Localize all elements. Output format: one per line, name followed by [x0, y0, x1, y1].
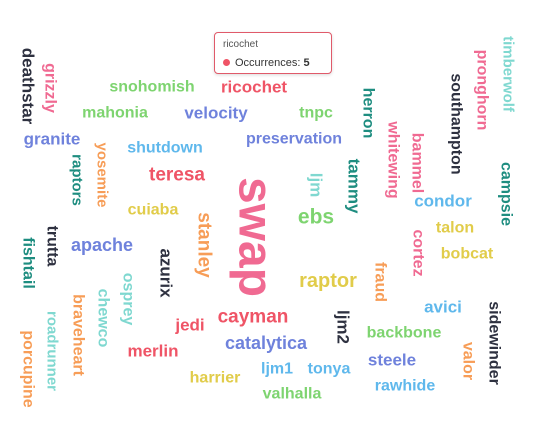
word-mahonia[interactable]: mahonia — [82, 105, 148, 122]
word-tnpc[interactable]: tnpc — [299, 105, 333, 122]
word-yosemite[interactable]: yosemite — [94, 142, 111, 207]
word-steele[interactable]: steele — [368, 351, 416, 370]
word-ricochet[interactable]: ricochet — [221, 78, 287, 97]
word-rawhide[interactable]: rawhide — [375, 378, 436, 395]
word-ebs[interactable]: ebs — [298, 206, 334, 229]
word-azurix[interactable]: azurix — [157, 248, 176, 298]
word-fraud[interactable]: fraud — [372, 262, 389, 302]
word-ljm2[interactable]: ljm2 — [334, 310, 353, 344]
word-shutdown[interactable]: shutdown — [127, 140, 203, 157]
word-bammel[interactable]: bammel — [409, 133, 426, 193]
word-velocity[interactable]: velocity — [184, 104, 248, 123]
word-apache[interactable]: apache — [71, 235, 133, 255]
word-merlin[interactable]: merlin — [127, 342, 178, 361]
word-swap[interactable]: swap — [229, 177, 282, 297]
tooltip-row: Occurrences: 5 — [223, 55, 323, 71]
word-teresa[interactable]: teresa — [149, 165, 205, 186]
word-preservation[interactable]: preservation — [246, 131, 342, 148]
tooltip-title: ricochet — [223, 39, 259, 50]
word-condor[interactable]: condor — [414, 192, 472, 211]
word-cayman[interactable]: cayman — [218, 307, 289, 328]
word-snohomish[interactable]: snohomish — [109, 79, 194, 96]
tooltip-color-dot — [223, 59, 230, 66]
word-braveheart[interactable]: braveheart — [70, 294, 87, 376]
tooltip: ricochet Occurrences: 5 — [214, 32, 332, 74]
word-avici[interactable]: avici — [424, 298, 462, 317]
word-talon[interactable]: talon — [436, 220, 474, 237]
word-timberwolf[interactable]: timberwolf — [500, 36, 517, 113]
word-pronghorn[interactable]: pronghorn — [474, 50, 491, 131]
word-herron[interactable]: herron — [360, 88, 377, 139]
word-stanley[interactable]: stanley — [194, 212, 215, 278]
word-catalytica[interactable]: catalytica — [225, 333, 308, 353]
word-valor[interactable]: valor — [460, 342, 477, 380]
word-campsie[interactable]: campsie — [498, 162, 515, 226]
word-osprey[interactable]: osprey — [120, 273, 137, 326]
word-chewco[interactable]: chewco — [95, 289, 112, 348]
word-trutta[interactable]: trutta — [44, 226, 61, 267]
word-cuiaba[interactable]: cuiaba — [128, 202, 179, 219]
word-roadrunner[interactable]: roadrunner — [44, 311, 61, 391]
word-fishtail[interactable]: fishtail — [20, 237, 37, 289]
word-backbone[interactable]: backbone — [367, 325, 442, 342]
word-deathstar[interactable]: deathstar — [19, 48, 38, 125]
word-porcupine[interactable]: porcupine — [20, 330, 37, 407]
word-cortez[interactable]: cortez — [410, 229, 427, 276]
tooltip-label: Occurrences: — [235, 57, 301, 69]
word-tonya[interactable]: tonya — [308, 361, 351, 378]
word-ljm[interactable]: ljm — [307, 173, 326, 198]
word-harrier[interactable]: harrier — [190, 370, 241, 387]
word-valhalla[interactable]: valhalla — [263, 386, 322, 403]
word-raptor[interactable]: raptor — [299, 270, 357, 292]
word-whitewing[interactable]: whitewing — [385, 120, 402, 198]
word-ljm1[interactable]: ljm1 — [261, 361, 293, 378]
tooltip-value: 5 — [303, 57, 310, 69]
word-bobcat[interactable]: bobcat — [441, 246, 494, 263]
word-raptors[interactable]: raptors — [69, 154, 86, 206]
word-sidewinder[interactable]: sidewinder — [486, 301, 503, 385]
word-tammy[interactable]: tammy — [345, 159, 364, 214]
word-grizzly[interactable]: grizzly — [42, 63, 59, 113]
word-jedi[interactable]: jedi — [174, 316, 204, 335]
word-granite[interactable]: granite — [24, 130, 81, 149]
word-southampton[interactable]: southampton — [448, 73, 465, 174]
